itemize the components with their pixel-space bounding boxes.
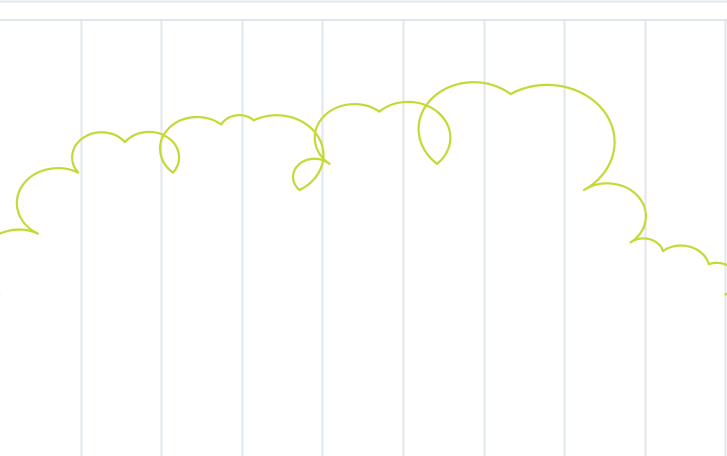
series-line xyxy=(0,81,727,296)
